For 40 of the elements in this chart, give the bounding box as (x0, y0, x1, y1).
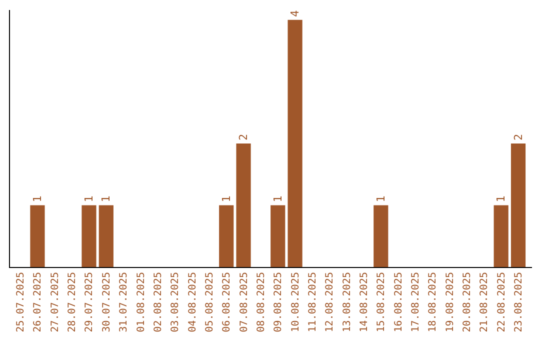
x-tick-label: 11.08.2025 (307, 272, 318, 332)
x-tick-label: 04.08.2025 (187, 272, 198, 332)
x-tick-label: 08.08.2025 (256, 272, 267, 332)
x-tick-label: 29.07.2025 (84, 272, 96, 332)
data-label: 4 (288, 10, 302, 17)
x-tick-label: 22.08.2025 (496, 272, 508, 332)
x-tick-label: 19.08.2025 (444, 272, 456, 332)
x-tick-label: 25.07.2025 (16, 272, 27, 332)
data-label: 1 (494, 196, 508, 202)
x-tick-label: 20.08.2025 (462, 272, 473, 332)
data-label: 2 (237, 134, 250, 140)
x-tick-label: 31.07.2025 (118, 272, 130, 332)
data-label: 1 (271, 196, 284, 202)
x-tick-label: 06.08.2025 (222, 272, 233, 332)
x-tick-label: 10.08.2025 (290, 272, 302, 332)
x-tick-label: 28.07.2025 (67, 272, 78, 332)
x-tick-label: 21.08.2025 (479, 272, 490, 332)
x-tick-label: 30.07.2025 (101, 272, 112, 332)
data-label: 1 (374, 196, 388, 202)
x-tick-label: 23.08.2025 (514, 272, 525, 332)
x-tick-label: 03.08.2025 (170, 272, 182, 332)
x-tick-label: 27.07.2025 (50, 272, 61, 332)
x-tick-label: 12.08.2025 (324, 272, 336, 332)
x-tick-label: 26.07.2025 (32, 272, 44, 332)
x-tick-label: 14.08.2025 (358, 272, 370, 332)
data-label: 1 (82, 196, 96, 202)
x-tick-label: 01.08.2025 (136, 272, 147, 332)
data-label: 2 (512, 134, 525, 140)
x-tick-label: 13.08.2025 (342, 272, 353, 332)
x-tick-label: 07.08.2025 (238, 272, 250, 332)
x-tick-label: 15.08.2025 (376, 272, 388, 332)
data-label: 1 (30, 196, 44, 202)
x-tick-label: 18.08.2025 (428, 272, 439, 332)
data-label: 1 (220, 196, 233, 202)
x-tick-label: 05.08.2025 (204, 272, 216, 332)
data-label: 1 (100, 196, 113, 202)
x-tick-label: 02.08.2025 (152, 272, 164, 332)
x-tick-label: 16.08.2025 (393, 272, 404, 332)
x-tick-label: 17.08.2025 (410, 272, 422, 332)
x-tick-label: 09.08.2025 (273, 272, 284, 332)
